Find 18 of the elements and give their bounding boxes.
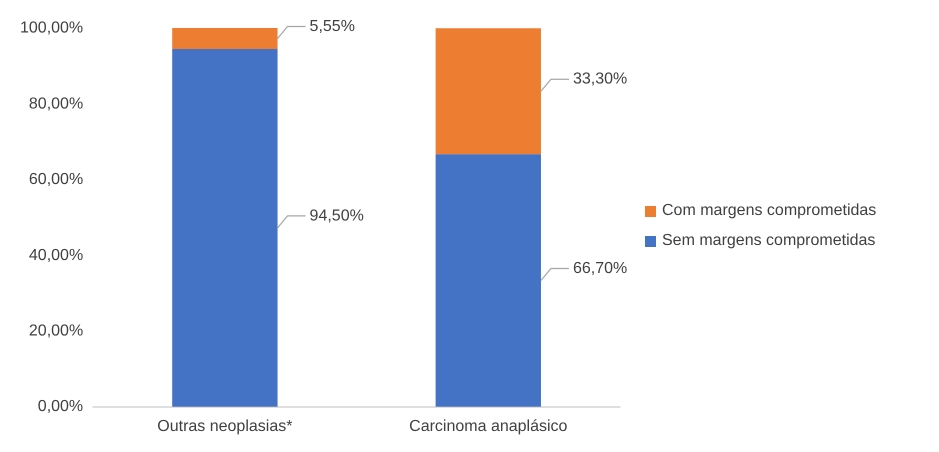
y-tick-label: 80,00% [28, 95, 84, 112]
bar [436, 28, 541, 154]
bar [172, 28, 278, 50]
data-label: 66,70% [572, 260, 628, 277]
y-tick-label: 40,00% [28, 246, 84, 264]
x-tick-label: Carcinoma anaplásico [409, 418, 568, 435]
data-label: 94,50% [310, 207, 364, 224]
data-label: 5,55% [310, 18, 355, 35]
y-tick-label: 100,00% [20, 20, 84, 37]
bar [172, 49, 278, 407]
bar [436, 154, 541, 407]
legend-label: Sem margens comprometidas [662, 232, 876, 250]
x-tick-label: Outras neoplasias* [157, 418, 292, 435]
y-tick-label: 0,00% [38, 398, 84, 416]
y-tick-label: 20,00% [28, 322, 84, 340]
data-label: 33,30% [572, 70, 628, 88]
y-tick-label: 60,00% [28, 171, 84, 188]
legend-label: Com margens comprometidas [662, 202, 876, 220]
